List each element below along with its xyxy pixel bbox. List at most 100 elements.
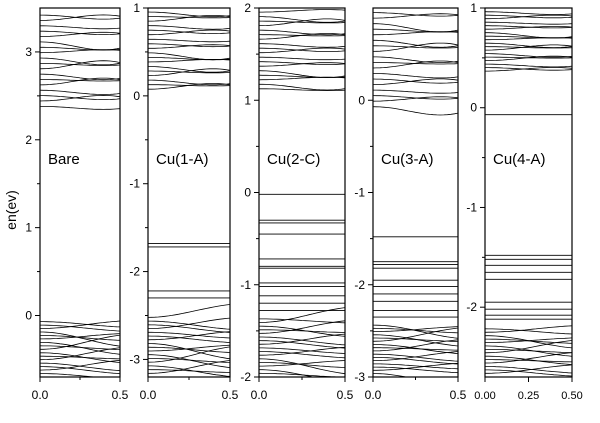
- panel-5: -2 -1 0 1 0.00 0.25 0.50 Cu(4-A): [466, 1, 582, 402]
- conduction-band-line: [148, 25, 230, 30]
- valence-band-line: [40, 331, 120, 347]
- valence-band-line: [259, 340, 345, 349]
- conduction-band-line: [259, 56, 345, 61]
- valence-band-line: [40, 320, 120, 329]
- conduction-band-line: [259, 34, 345, 37]
- valence-band-line: [148, 304, 230, 318]
- valence-band-line: [373, 366, 458, 374]
- panel-frame: [484, 7, 573, 378]
- conduction-band-line: [148, 70, 230, 74]
- valence-band-line: [485, 369, 572, 377]
- valence-band-line: [373, 326, 458, 332]
- conduction-band-line: [148, 43, 230, 48]
- conduction-band-line: [259, 47, 345, 53]
- conduction-band-line: [259, 20, 345, 24]
- conduction-band-line: [40, 95, 120, 100]
- conduction-band-line: [485, 14, 572, 20]
- x-tick-label: 0.25: [518, 390, 539, 402]
- valence-band-line: [373, 351, 458, 361]
- conduction-band-line: [373, 95, 458, 100]
- band-lines: [148, 11, 230, 377]
- x-tick-label: 0.0: [140, 388, 157, 402]
- conduction-band-line: [259, 18, 345, 26]
- valence-band-line: [259, 320, 345, 334]
- valence-band-line: [259, 318, 345, 324]
- y-tick-label: -1: [354, 186, 365, 200]
- valence-band-line: [485, 355, 572, 365]
- valence-band-line: [259, 346, 345, 356]
- x-tick-label: 0.0: [32, 388, 49, 402]
- conduction-band-line: [40, 60, 120, 70]
- y-tick-label: -1: [240, 278, 251, 292]
- valence-band-line: [40, 366, 120, 375]
- conduction-band-line: [40, 73, 120, 81]
- conduction-band-line: [40, 77, 120, 86]
- valence-band-line: [373, 344, 458, 354]
- x-tick-label: 0.5: [337, 388, 354, 402]
- valence-band-line: [259, 369, 315, 377]
- conduction-band-line: [485, 42, 572, 49]
- conduction-band-line: [40, 30, 120, 35]
- valence-band-line: [40, 334, 120, 350]
- panel-label: Cu(4-A): [493, 151, 546, 168]
- band-lines: [259, 9, 345, 377]
- conduction-band-line: [40, 41, 120, 51]
- y-tick-label: 0: [470, 101, 477, 115]
- conduction-band-line: [373, 42, 458, 52]
- valence-band-line: [485, 349, 572, 353]
- panel-1: 0 1 2 3 0.0 0.5 Bare: [25, 7, 129, 402]
- y-tick-label: 1: [244, 93, 251, 107]
- x-tick-label: 0.5: [450, 388, 467, 402]
- conduction-band-line: [40, 89, 120, 95]
- conduction-band-line: [259, 16, 345, 23]
- x-tick-label: 0.50: [561, 390, 582, 402]
- conduction-band-line: [148, 79, 230, 86]
- valence-band-line: [148, 365, 230, 377]
- conduction-band-line: [259, 47, 345, 54]
- conduction-band-line: [259, 43, 345, 48]
- conduction-band-line: [148, 52, 230, 61]
- valence-band-line: [148, 360, 230, 374]
- conduction-band-line: [373, 73, 458, 79]
- valence-band-line: [259, 358, 345, 375]
- conduction-band-line: [485, 67, 572, 72]
- valence-band-line: [259, 333, 345, 345]
- panel-4: -3 -2 -1 0 0.0 0.5 Cu(3-A): [354, 7, 467, 402]
- valence-band-line: [40, 362, 120, 372]
- y-tick-label: 0: [358, 93, 365, 107]
- conduction-band-line: [40, 63, 120, 66]
- conduction-band-line: [148, 11, 230, 18]
- conduction-band-line: [40, 57, 120, 66]
- valence-band-line: [40, 373, 99, 377]
- conduction-band-line: [40, 94, 120, 102]
- conduction-band-line: [485, 44, 572, 51]
- y-tick-label: 2: [244, 1, 251, 15]
- conduction-band-line: [485, 56, 572, 59]
- valence-band-line: [148, 344, 230, 352]
- conduction-band-line: [373, 23, 458, 33]
- conduction-band-line: [148, 68, 230, 76]
- valence-band-line: [148, 343, 230, 360]
- conduction-band-line: [148, 66, 230, 73]
- y-tick-label: 3: [25, 45, 32, 59]
- conduction-band-line: [148, 16, 230, 19]
- conduction-band-line: [40, 14, 120, 20]
- conduction-band-line: [373, 62, 458, 65]
- panel-label: Bare: [48, 151, 80, 168]
- valence-band-line: [259, 329, 345, 333]
- conduction-band-line: [259, 83, 345, 91]
- valence-band-line: [148, 335, 230, 343]
- y-tick-label: -2: [129, 265, 140, 279]
- valence-band-line: [373, 347, 458, 351]
- x-tick-label: 0.5: [222, 388, 239, 402]
- conduction-band-line: [485, 63, 572, 68]
- conduction-band-line: [485, 11, 572, 15]
- valence-band-line: [148, 331, 230, 339]
- panel-3: -2 -1 0 1 2 0.0 0.5 Cu(2-C): [240, 1, 353, 402]
- conduction-band-line: [148, 38, 230, 43]
- valence-band-line: [148, 354, 230, 368]
- valence-band-line: [40, 355, 120, 360]
- valence-band-line: [148, 317, 230, 329]
- y-tick-label: 0: [244, 186, 251, 200]
- conduction-band-line: [373, 60, 458, 69]
